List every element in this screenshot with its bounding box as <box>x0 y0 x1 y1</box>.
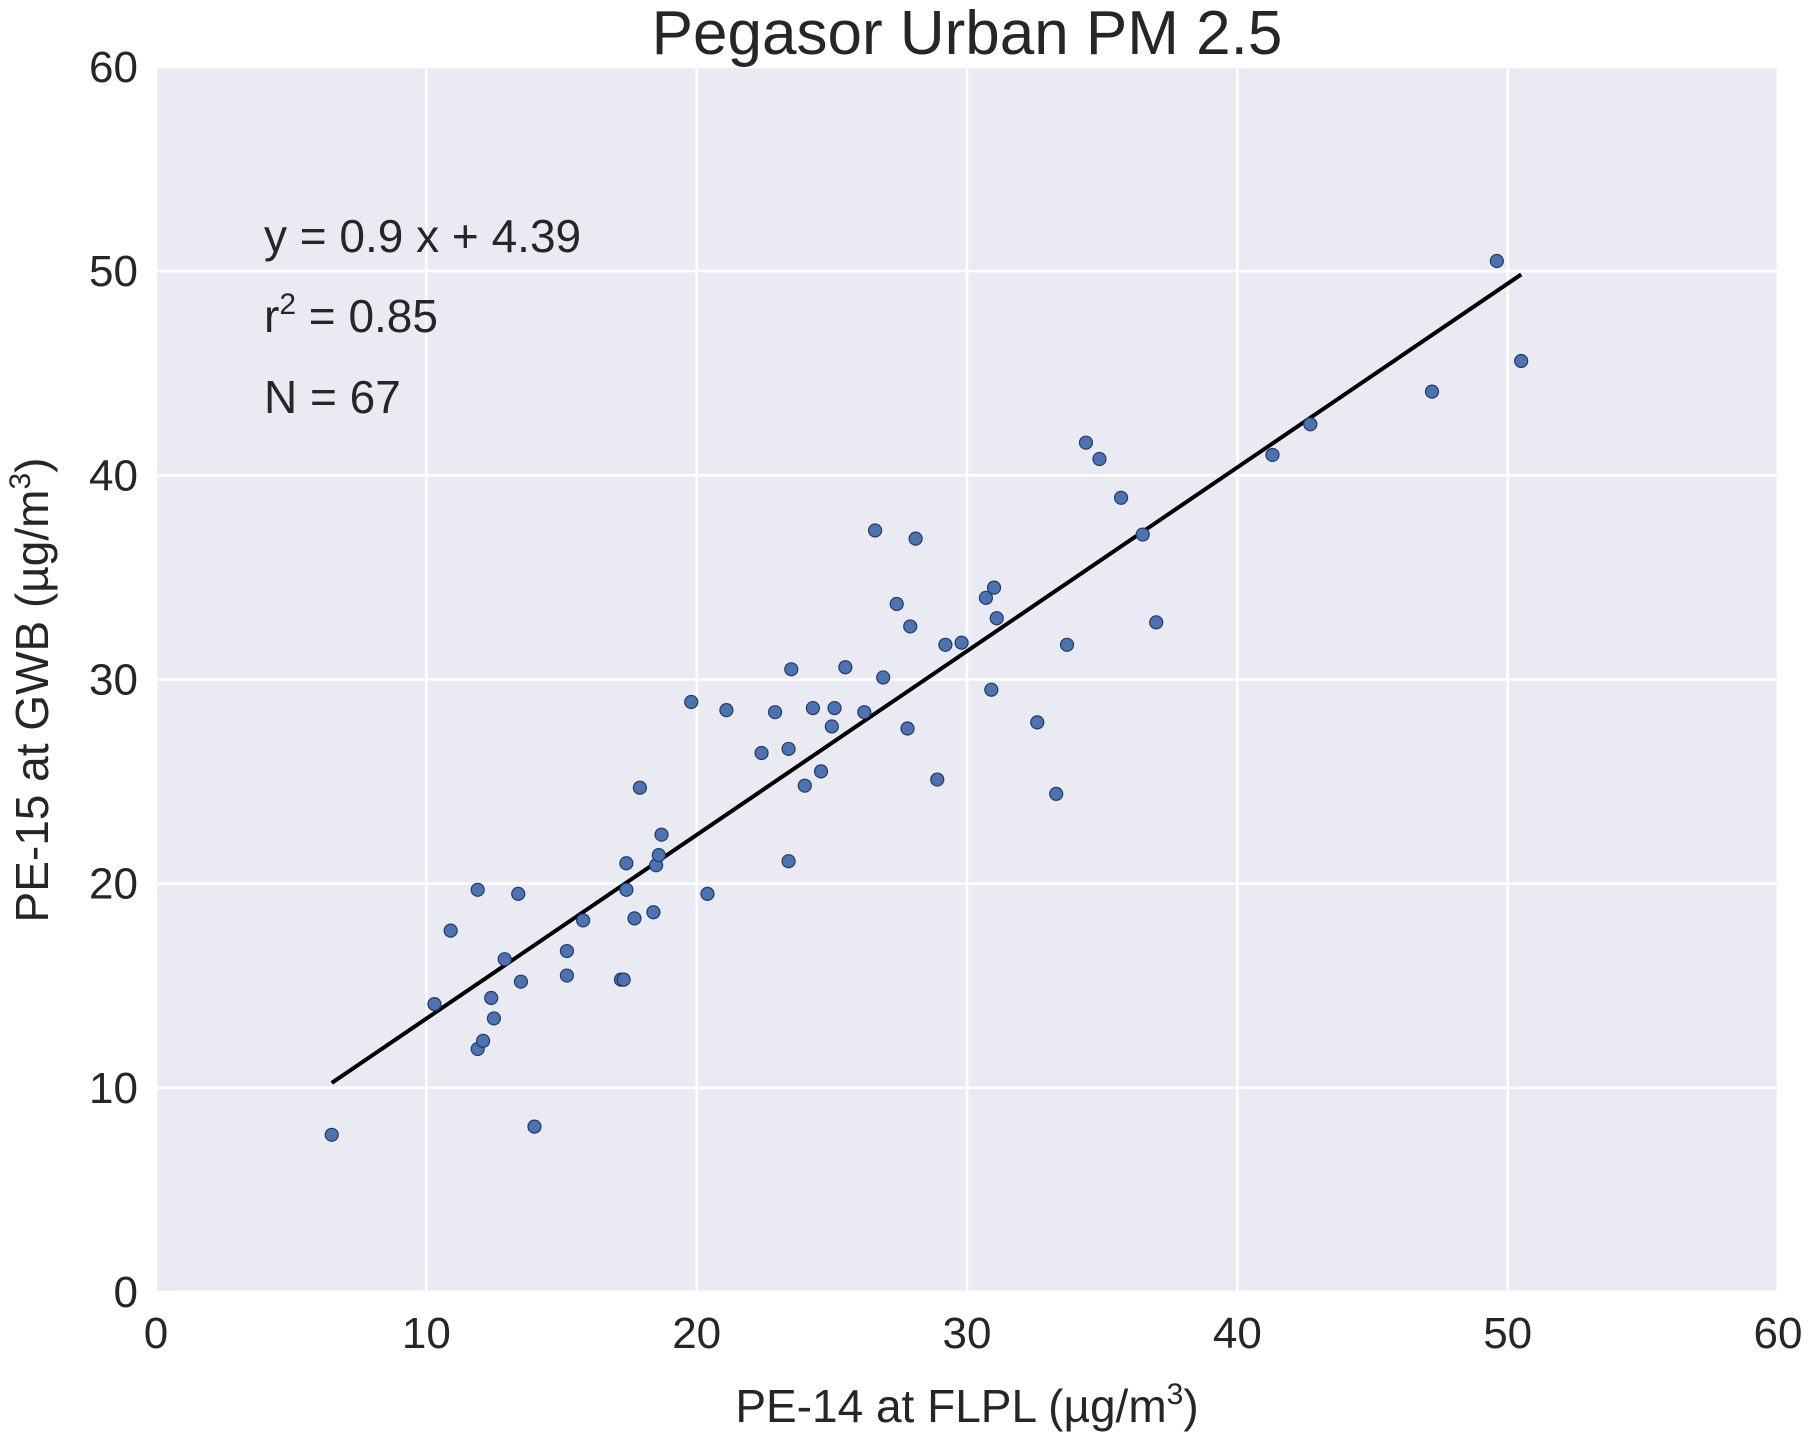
data-point <box>827 700 842 716</box>
data-point <box>511 886 526 901</box>
y-tick-label: 10 <box>89 1064 138 1113</box>
data-point <box>646 905 661 920</box>
data-point <box>1149 615 1164 630</box>
data-point <box>470 882 485 897</box>
data-point <box>900 721 915 736</box>
x-axis-label: PE-14 at FLPL (µg/m3) <box>735 1378 1198 1432</box>
y-axis-label-superscript: 3 <box>4 473 37 490</box>
data-point <box>576 913 591 928</box>
data-point <box>930 772 945 787</box>
data-point <box>497 952 512 967</box>
y-tick-label: 0 <box>114 1268 138 1317</box>
data-point <box>1514 353 1529 369</box>
data-point <box>1303 417 1318 432</box>
data-point <box>781 741 796 757</box>
data-point <box>1135 527 1150 542</box>
data-point <box>632 780 647 795</box>
data-point <box>527 1119 542 1134</box>
data-point <box>484 990 499 1006</box>
data-point <box>797 778 812 793</box>
data-point <box>1489 253 1504 269</box>
data-point <box>1113 490 1129 505</box>
y-tick-label: 20 <box>89 860 138 909</box>
x-axis-label-close: ) <box>1183 1380 1198 1432</box>
data-point <box>754 745 769 761</box>
x-axis-label-main: PE-14 at FLPL (µg/m <box>735 1380 1166 1432</box>
data-point <box>324 1127 339 1142</box>
data-point <box>1059 637 1075 652</box>
data-point <box>857 705 872 720</box>
data-point <box>619 856 634 871</box>
data-point <box>1092 451 1107 467</box>
equation-annotation: y = 0.9 x + 4.39 <box>264 210 581 262</box>
x-tick-labels: 0 10 20 30 40 50 60 <box>144 1309 1803 1358</box>
data-point <box>838 660 853 675</box>
data-point <box>989 611 1004 626</box>
data-point <box>784 662 799 677</box>
data-point <box>719 703 734 718</box>
data-point <box>1265 447 1280 463</box>
data-point <box>1030 715 1045 730</box>
data-point <box>700 886 715 901</box>
data-point <box>1424 384 1440 399</box>
x-tick-label: 40 <box>1213 1309 1262 1358</box>
r-squared-prefix: r <box>264 290 279 342</box>
data-point <box>938 637 953 652</box>
data-point <box>813 764 829 779</box>
x-axis-label-superscript: 3 <box>1167 1378 1184 1411</box>
x-tick-label: 30 <box>943 1309 992 1358</box>
data-point <box>984 682 999 697</box>
y-tick-label: 40 <box>89 451 138 500</box>
data-point <box>824 719 839 734</box>
regression-line-group <box>330 272 1523 1085</box>
data-point <box>1049 786 1064 801</box>
y-tick-labels: 0 10 20 30 40 50 60 <box>89 43 138 1317</box>
data-point <box>805 700 821 716</box>
data-point <box>986 580 1002 595</box>
y-tick-label: 60 <box>89 43 138 92</box>
regression-line <box>330 272 1523 1085</box>
y-tick-label: 30 <box>89 656 138 705</box>
data-point <box>954 635 969 650</box>
data-point <box>486 1011 502 1026</box>
data-point <box>889 596 904 612</box>
n-annotation: N = 67 <box>264 371 401 423</box>
data-point <box>427 997 442 1012</box>
data-point <box>781 854 796 869</box>
data-point <box>619 882 634 897</box>
y-axis-label-main: PE-15 at GWB (µg/m <box>6 490 58 923</box>
data-point <box>559 943 575 959</box>
data-point <box>476 1033 491 1048</box>
data-point <box>867 523 883 538</box>
r-squared-annotation: r2 = 0.85 <box>264 288 438 342</box>
data-point <box>903 619 918 634</box>
x-tick-label: 20 <box>672 1309 721 1358</box>
data-points <box>324 253 1529 1142</box>
data-point <box>616 972 631 987</box>
r-squared-superscript: 2 <box>279 288 296 321</box>
data-point <box>654 827 669 842</box>
chart-title: Pegasor Urban PM 2.5 <box>652 0 1283 68</box>
y-tick-label: 50 <box>89 247 138 296</box>
y-axis-label: PE-15 at GWB (µg/m3) <box>4 458 58 923</box>
r-squared-value: = 0.85 <box>296 290 438 342</box>
data-point <box>978 590 994 605</box>
data-point <box>513 974 529 989</box>
data-point <box>443 923 458 938</box>
x-tick-label: 50 <box>1483 1309 1532 1358</box>
data-point <box>559 968 575 983</box>
x-tick-label: 10 <box>402 1309 451 1358</box>
data-point <box>908 531 923 546</box>
data-point <box>627 911 642 926</box>
data-point <box>684 694 699 710</box>
data-point <box>651 847 666 863</box>
y-axis-label-close: ) <box>6 458 58 473</box>
data-point <box>1078 435 1094 450</box>
x-tick-label: 60 <box>1754 1309 1803 1358</box>
gridlines <box>154 65 1780 1294</box>
data-point <box>767 705 783 720</box>
data-point <box>876 670 891 685</box>
x-tick-label: 0 <box>144 1309 168 1358</box>
